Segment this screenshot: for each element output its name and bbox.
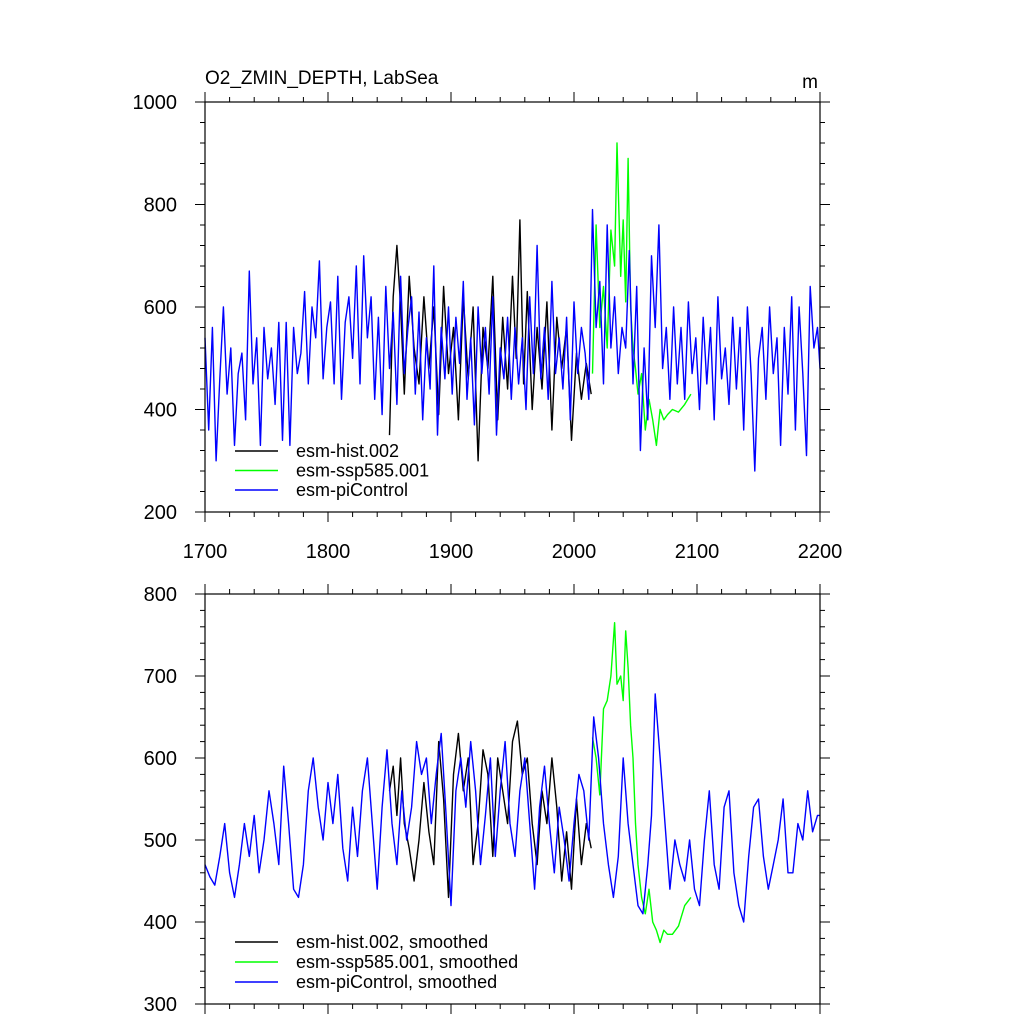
- x-tick-label: 1900: [429, 541, 474, 563]
- y-tick-label: 200: [144, 502, 177, 524]
- y-tick-label: 500: [144, 830, 177, 852]
- series-line-0-0: [388, 219, 592, 462]
- y-tick-label: 600: [144, 297, 177, 319]
- bottom-panel: 300 400 500 600 700 800 esm-hist.002, smoothed…: [144, 584, 830, 1016]
- x-tick-label: 1800: [306, 541, 351, 563]
- legend-label: esm-hist.002, smoothed: [296, 932, 488, 952]
- legend-label: esm-ssp585.001, smoothed: [296, 952, 518, 972]
- y-tick-label: 400: [144, 912, 177, 934]
- y-tick-label: 600: [144, 748, 177, 770]
- series-line-1-2: [204, 693, 820, 923]
- y-tick-label: 400: [144, 400, 177, 422]
- series-line-1-1: [591, 622, 692, 944]
- legend-label: esm-hist.002: [296, 441, 399, 461]
- legend-label: esm-ssp585.001: [296, 461, 429, 481]
- x-tick-label: 2200: [798, 541, 843, 563]
- y-tick-label: 800: [144, 584, 177, 606]
- plot-frame: [204, 593, 821, 1005]
- x-tick-label: 1700: [183, 541, 228, 563]
- series-line-0-2: [204, 208, 821, 472]
- x-tick-label: 2100: [675, 541, 720, 563]
- y-tick-label: 300: [144, 994, 177, 1016]
- top-panel: 1700 1800 1900 2000 2100 2200 200 400 600 800 1000…: [133, 68, 843, 563]
- y-tick-label: 1000: [133, 92, 178, 114]
- y-tick-label: 800: [144, 195, 177, 217]
- units-label: m: [802, 72, 818, 93]
- chart-title: O2_ZMIN_DEPTH, LabSea: [205, 68, 439, 89]
- y-tick-label: 700: [144, 666, 177, 688]
- x-tick-label: 2000: [552, 541, 597, 563]
- legend-label: esm-piControl, smoothed: [296, 972, 497, 992]
- legend-label: esm-piControl: [296, 480, 408, 500]
- series-line-1-0: [388, 720, 592, 899]
